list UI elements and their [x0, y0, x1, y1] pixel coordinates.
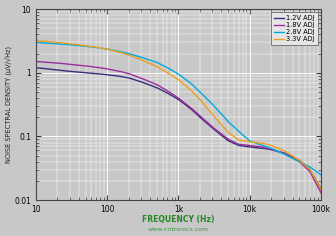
X-axis label: FREQUENCY (Hz): FREQUENCY (Hz) [142, 215, 215, 224]
2.8V ADJ [63, 43, 67, 46]
1.8V ADJ [229, 139, 234, 142]
2.8V ADJ [149, 59, 153, 62]
2.8V ADJ [160, 63, 164, 66]
Line: 3.3V ADJ: 3.3V ADJ [36, 41, 321, 189]
3.3V ADJ [261, 142, 265, 145]
3.3V ADJ [229, 134, 234, 136]
Text: www.cntronics.com: www.cntronics.com [148, 227, 209, 232]
1.8V ADJ [149, 81, 153, 84]
1.8V ADJ [34, 60, 38, 63]
Line: 1.2V ADJ: 1.2V ADJ [36, 68, 321, 189]
3.3V ADJ [319, 187, 323, 190]
3.3V ADJ [63, 42, 67, 45]
3.3V ADJ [160, 68, 164, 71]
1.8V ADJ [256, 145, 260, 148]
1.2V ADJ [319, 187, 323, 190]
3.3V ADJ [256, 141, 260, 144]
Line: 1.8V ADJ: 1.8V ADJ [36, 62, 321, 193]
1.2V ADJ [256, 147, 260, 149]
2.8V ADJ [34, 41, 38, 44]
1.8V ADJ [160, 86, 164, 89]
2.8V ADJ [229, 123, 234, 126]
1.2V ADJ [34, 66, 38, 69]
3.3V ADJ [149, 63, 153, 65]
2.8V ADJ [319, 173, 323, 176]
Line: 2.8V ADJ: 2.8V ADJ [36, 42, 321, 175]
Y-axis label: NOISE SPECTRAL DENSITY (μV/√Hz): NOISE SPECTRAL DENSITY (μV/√Hz) [6, 46, 13, 163]
2.8V ADJ [256, 143, 260, 145]
1.8V ADJ [63, 63, 67, 65]
1.2V ADJ [160, 88, 164, 91]
3.3V ADJ [34, 39, 38, 42]
2.8V ADJ [261, 144, 265, 147]
1.2V ADJ [229, 141, 234, 144]
Legend: 1.2V ADJ, 1.8V ADJ, 2.8V ADJ, 3.3V ADJ: 1.2V ADJ, 1.8V ADJ, 2.8V ADJ, 3.3V ADJ [271, 12, 318, 45]
1.8V ADJ [261, 146, 265, 149]
1.2V ADJ [63, 69, 67, 72]
1.2V ADJ [149, 84, 153, 87]
1.8V ADJ [319, 191, 323, 194]
1.2V ADJ [261, 147, 265, 150]
